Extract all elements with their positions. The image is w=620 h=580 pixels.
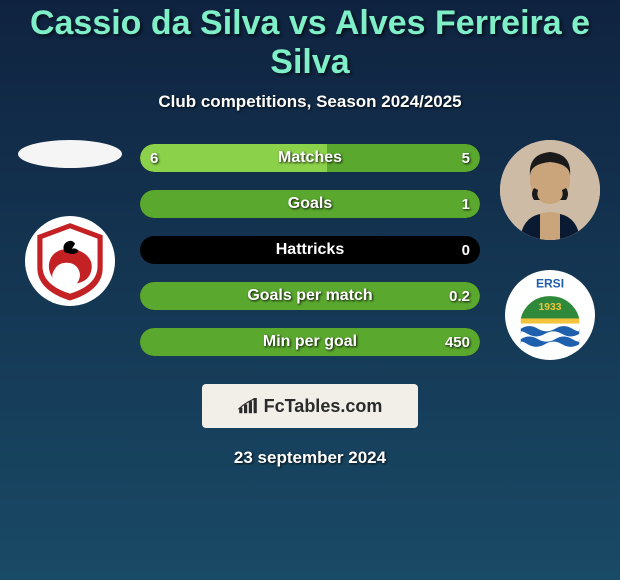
left-player-avatar-placeholder	[18, 140, 122, 168]
bar-chart-icon	[238, 398, 258, 414]
subtitle: Club competitions, Season 2024/2025	[158, 92, 461, 112]
branding-text: FcTables.com	[264, 396, 383, 417]
stat-value-right: 5	[462, 150, 470, 167]
stat-value-left: 6	[150, 150, 158, 167]
stats-column: 6 5 Matches 1 Goals 0 Hattricks 0.2 Goals per ma…	[140, 144, 480, 356]
stat-bar: 0 Hattricks	[140, 236, 480, 264]
stat-value-right: 0	[462, 242, 470, 259]
stat-label: Hattricks	[276, 241, 344, 259]
stat-label: Min per goal	[263, 333, 357, 351]
stat-bar: 1 Goals	[140, 190, 480, 218]
left-player-column	[10, 140, 130, 306]
stat-label: Goals	[288, 195, 332, 213]
branding-box: FcTables.com	[202, 384, 418, 428]
stat-value-right: 450	[445, 334, 470, 351]
stat-bar: 6 5 Matches	[140, 144, 480, 172]
right-club-badge: ERSI 1933	[505, 270, 595, 360]
left-club-badge	[25, 216, 115, 306]
stat-bar: 450 Min per goal	[140, 328, 480, 356]
persib-crest-icon: ERSI 1933	[507, 272, 593, 358]
stat-bar: 0.2 Goals per match	[140, 282, 480, 310]
comparison-row: 6 5 Matches 1 Goals 0 Hattricks 0.2 Goals per ma…	[0, 140, 620, 360]
stat-label: Goals per match	[247, 287, 372, 305]
right-player-column: ERSI 1933	[490, 140, 610, 360]
player-portrait-icon	[500, 140, 600, 240]
stat-fill-right	[327, 144, 480, 172]
date-line: 23 september 2024	[234, 448, 386, 468]
svg-text:1933: 1933	[539, 302, 562, 313]
stat-value-right: 0.2	[449, 288, 470, 305]
stat-value-right: 1	[462, 196, 470, 213]
stat-label: Matches	[278, 149, 342, 167]
madura-united-crest-icon	[27, 218, 113, 304]
right-player-avatar	[500, 140, 600, 240]
svg-text:ERSI: ERSI	[536, 276, 564, 290]
page-title: Cassio da Silva vs Alves Ferreira e Silv…	[0, 4, 620, 82]
